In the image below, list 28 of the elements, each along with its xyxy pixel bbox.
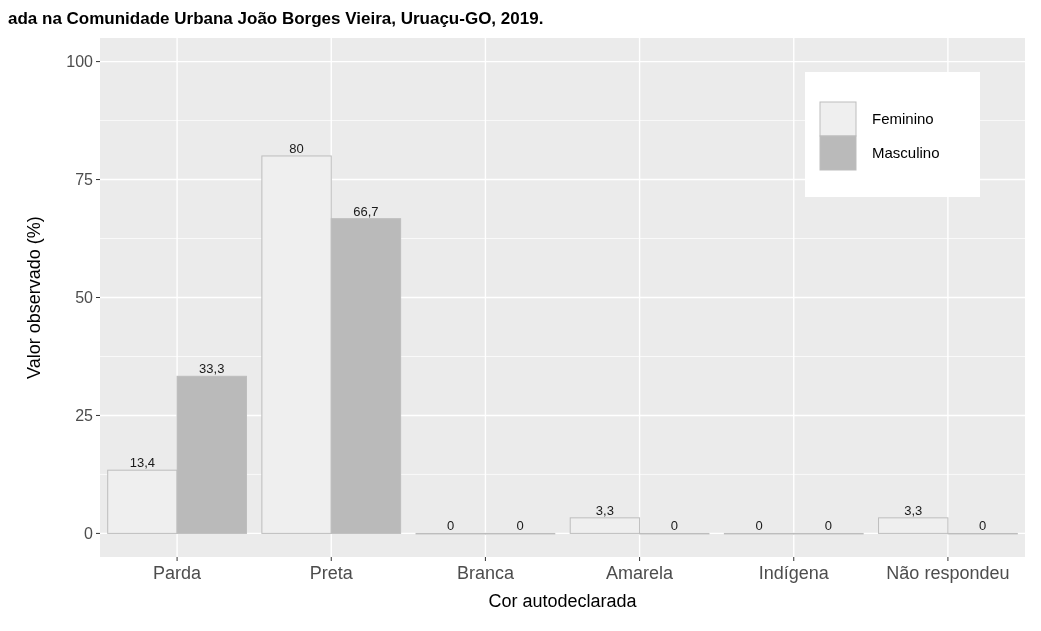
legend-label: Feminino	[872, 110, 934, 128]
y-axis-title: Valor observado (%)	[24, 216, 44, 379]
chart-title: ada na Comunidade Urbana João Borges Vieira, Uruaçu-GO, 2019.	[8, 9, 544, 28]
data-label: 0	[755, 518, 763, 534]
x-tick-label: Indígena	[758, 563, 830, 583]
y-tick-label: 75	[75, 171, 94, 189]
data-label: 0	[516, 518, 524, 534]
x-tick-label: Não respondeu	[886, 563, 1010, 583]
y-tick-label: 50	[75, 289, 94, 307]
data-label: 0	[670, 518, 678, 534]
legend-label: Masculino	[872, 144, 940, 162]
x-tick-label: Amarela	[606, 563, 675, 583]
data-label: 0	[824, 518, 833, 534]
data-label: 80	[289, 140, 304, 156]
data-label: 3,3	[595, 502, 614, 518]
data-label: 0	[978, 518, 987, 534]
x-tick-label: Branca	[456, 563, 515, 583]
data-label: 3,3	[904, 502, 923, 518]
data-label: 66,7	[353, 203, 379, 219]
data-label: 0	[447, 518, 455, 534]
y-tick-label: 100	[66, 53, 94, 71]
data-label: 33,3	[199, 361, 225, 377]
x-tick-label: Preta	[309, 563, 354, 583]
y-tick-label: 0	[84, 525, 94, 543]
data-label: 13,4	[129, 455, 156, 471]
x-axis-title: Cor autodeclarada	[488, 591, 638, 611]
y-tick-label: 25	[75, 407, 94, 425]
x-tick-label: Parda	[153, 563, 203, 583]
